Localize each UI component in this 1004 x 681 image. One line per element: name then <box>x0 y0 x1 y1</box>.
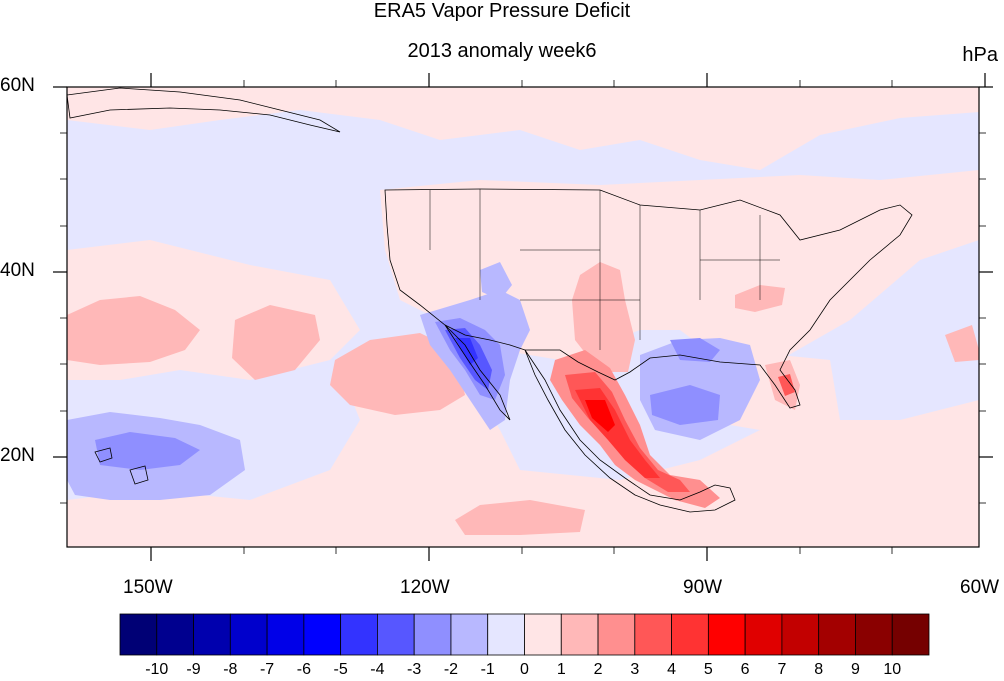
field-plains-pos <box>572 262 635 372</box>
colorbar-tick-label: -10 <box>145 661 169 678</box>
alaska-outline <box>67 87 341 133</box>
colorbar-tick-label: -8 <box>223 661 238 678</box>
colorbar-swatch <box>744 613 783 656</box>
field-gulf-coast-neg <box>670 338 720 362</box>
colorbar-swatch <box>560 613 599 656</box>
colorbar-swatch <box>340 613 378 656</box>
hawaii-outline <box>94 447 149 485</box>
lon-label-90w: 90W <box>683 577 723 598</box>
field-pacific-blob-3 <box>330 333 465 415</box>
field-atlantic-pos <box>945 325 979 362</box>
colorbar-swatch <box>891 613 930 656</box>
lat-label-20n: 20N <box>0 445 35 466</box>
colorbar-tick-label: -9 <box>186 661 201 678</box>
lon-label-60w: 60W <box>960 577 1000 598</box>
field-florida-peak <box>778 374 795 396</box>
lon-label-150w: 150W <box>123 577 173 598</box>
colorbar-tick-label: 1 <box>556 661 566 678</box>
colorbar-labels: -10 -9 -8 -7 -6 -5 -4 -3 -2 -1 0 1 2 3 4 5 6 7 8 9 10 <box>0 661 1004 681</box>
us-outline <box>384 188 913 409</box>
colorbar-swatch <box>229 613 268 656</box>
colorbar-tick-label: 4 <box>667 661 677 678</box>
colorbar-tick-label: 5 <box>703 661 713 678</box>
tick-marks <box>53 73 993 561</box>
field-us-pos <box>380 170 979 360</box>
colorbar-tick-label: -7 <box>259 661 275 678</box>
colorbar-tick-label: -5 <box>333 661 348 678</box>
field-mexico-pos-4 <box>585 400 615 432</box>
colorbar-swatch <box>707 613 746 656</box>
colorbar-tick-label: -2 <box>443 661 459 678</box>
colorbar <box>119 613 930 656</box>
lat-label-60n: 60N <box>0 75 35 96</box>
colorbar-tick-label: 6 <box>740 661 750 678</box>
chart-title: ERA5 Vapor Pressure Deficit <box>373 0 631 22</box>
colorbar-swatch <box>671 613 709 656</box>
colorbar-tick-label: -6 <box>296 661 311 678</box>
colorbar-swatch <box>156 613 194 656</box>
chart-subtitle: 2013 anomaly week6 <box>407 40 597 62</box>
field-north-pos <box>67 87 979 170</box>
colorbar-swatch <box>119 613 158 656</box>
colorbar-swatch <box>377 613 415 656</box>
baja-outline <box>444 324 511 421</box>
colorbar-tick-label: 3 <box>630 661 640 678</box>
colorbar-swatch <box>597 613 636 656</box>
field-south-blob <box>455 500 585 535</box>
colorbar-swatch <box>303 613 342 656</box>
colorbar-swatch <box>634 613 672 656</box>
state-borders <box>429 189 780 350</box>
field-rockies-neg <box>480 262 512 300</box>
colorbar-swatch <box>524 613 562 656</box>
minor-tick-marks <box>60 80 986 554</box>
map-frame <box>66 86 980 548</box>
field-hawaii-neg-2 <box>95 432 200 470</box>
colorbar-tick-label: -1 <box>480 661 495 678</box>
field-baja-neg-3 <box>455 338 478 365</box>
lon-label-120w: 120W <box>400 577 450 598</box>
field-pacific-blob-2 <box>232 305 320 380</box>
colorbar-tick-label: 0 <box>520 661 529 678</box>
colorbar-tick-label: 9 <box>851 661 860 678</box>
field-gulf-neg-2 <box>650 385 720 425</box>
colorbar-tick-label: 2 <box>593 661 603 678</box>
field-south-pos <box>67 350 979 547</box>
colorbar-swatch <box>193 613 231 656</box>
colorbar-tick-label: -4 <box>370 661 385 678</box>
anomaly-field <box>67 87 979 547</box>
coastlines <box>67 87 913 513</box>
colorbar-swatch <box>487 613 525 656</box>
colorbar-swatch <box>450 613 489 656</box>
colorbar-swatch <box>266 613 305 656</box>
colorbar-swatch <box>413 613 452 656</box>
colorbar-swatch <box>855 613 893 656</box>
colorbar-tick-label: 7 <box>777 661 787 678</box>
colorbar-tick-label: 8 <box>814 661 824 678</box>
lat-label-40n: 40N <box>0 260 35 281</box>
field-pacific-blob-1 <box>67 296 200 365</box>
colorbar-swatch <box>818 613 856 656</box>
mexico-outline <box>524 349 736 513</box>
colorbar-tick-label: -3 <box>407 661 422 678</box>
colorbar-swatch <box>781 613 820 656</box>
colorbar-tick-label: 10 <box>883 661 902 678</box>
units-label: hPa <box>962 44 998 66</box>
